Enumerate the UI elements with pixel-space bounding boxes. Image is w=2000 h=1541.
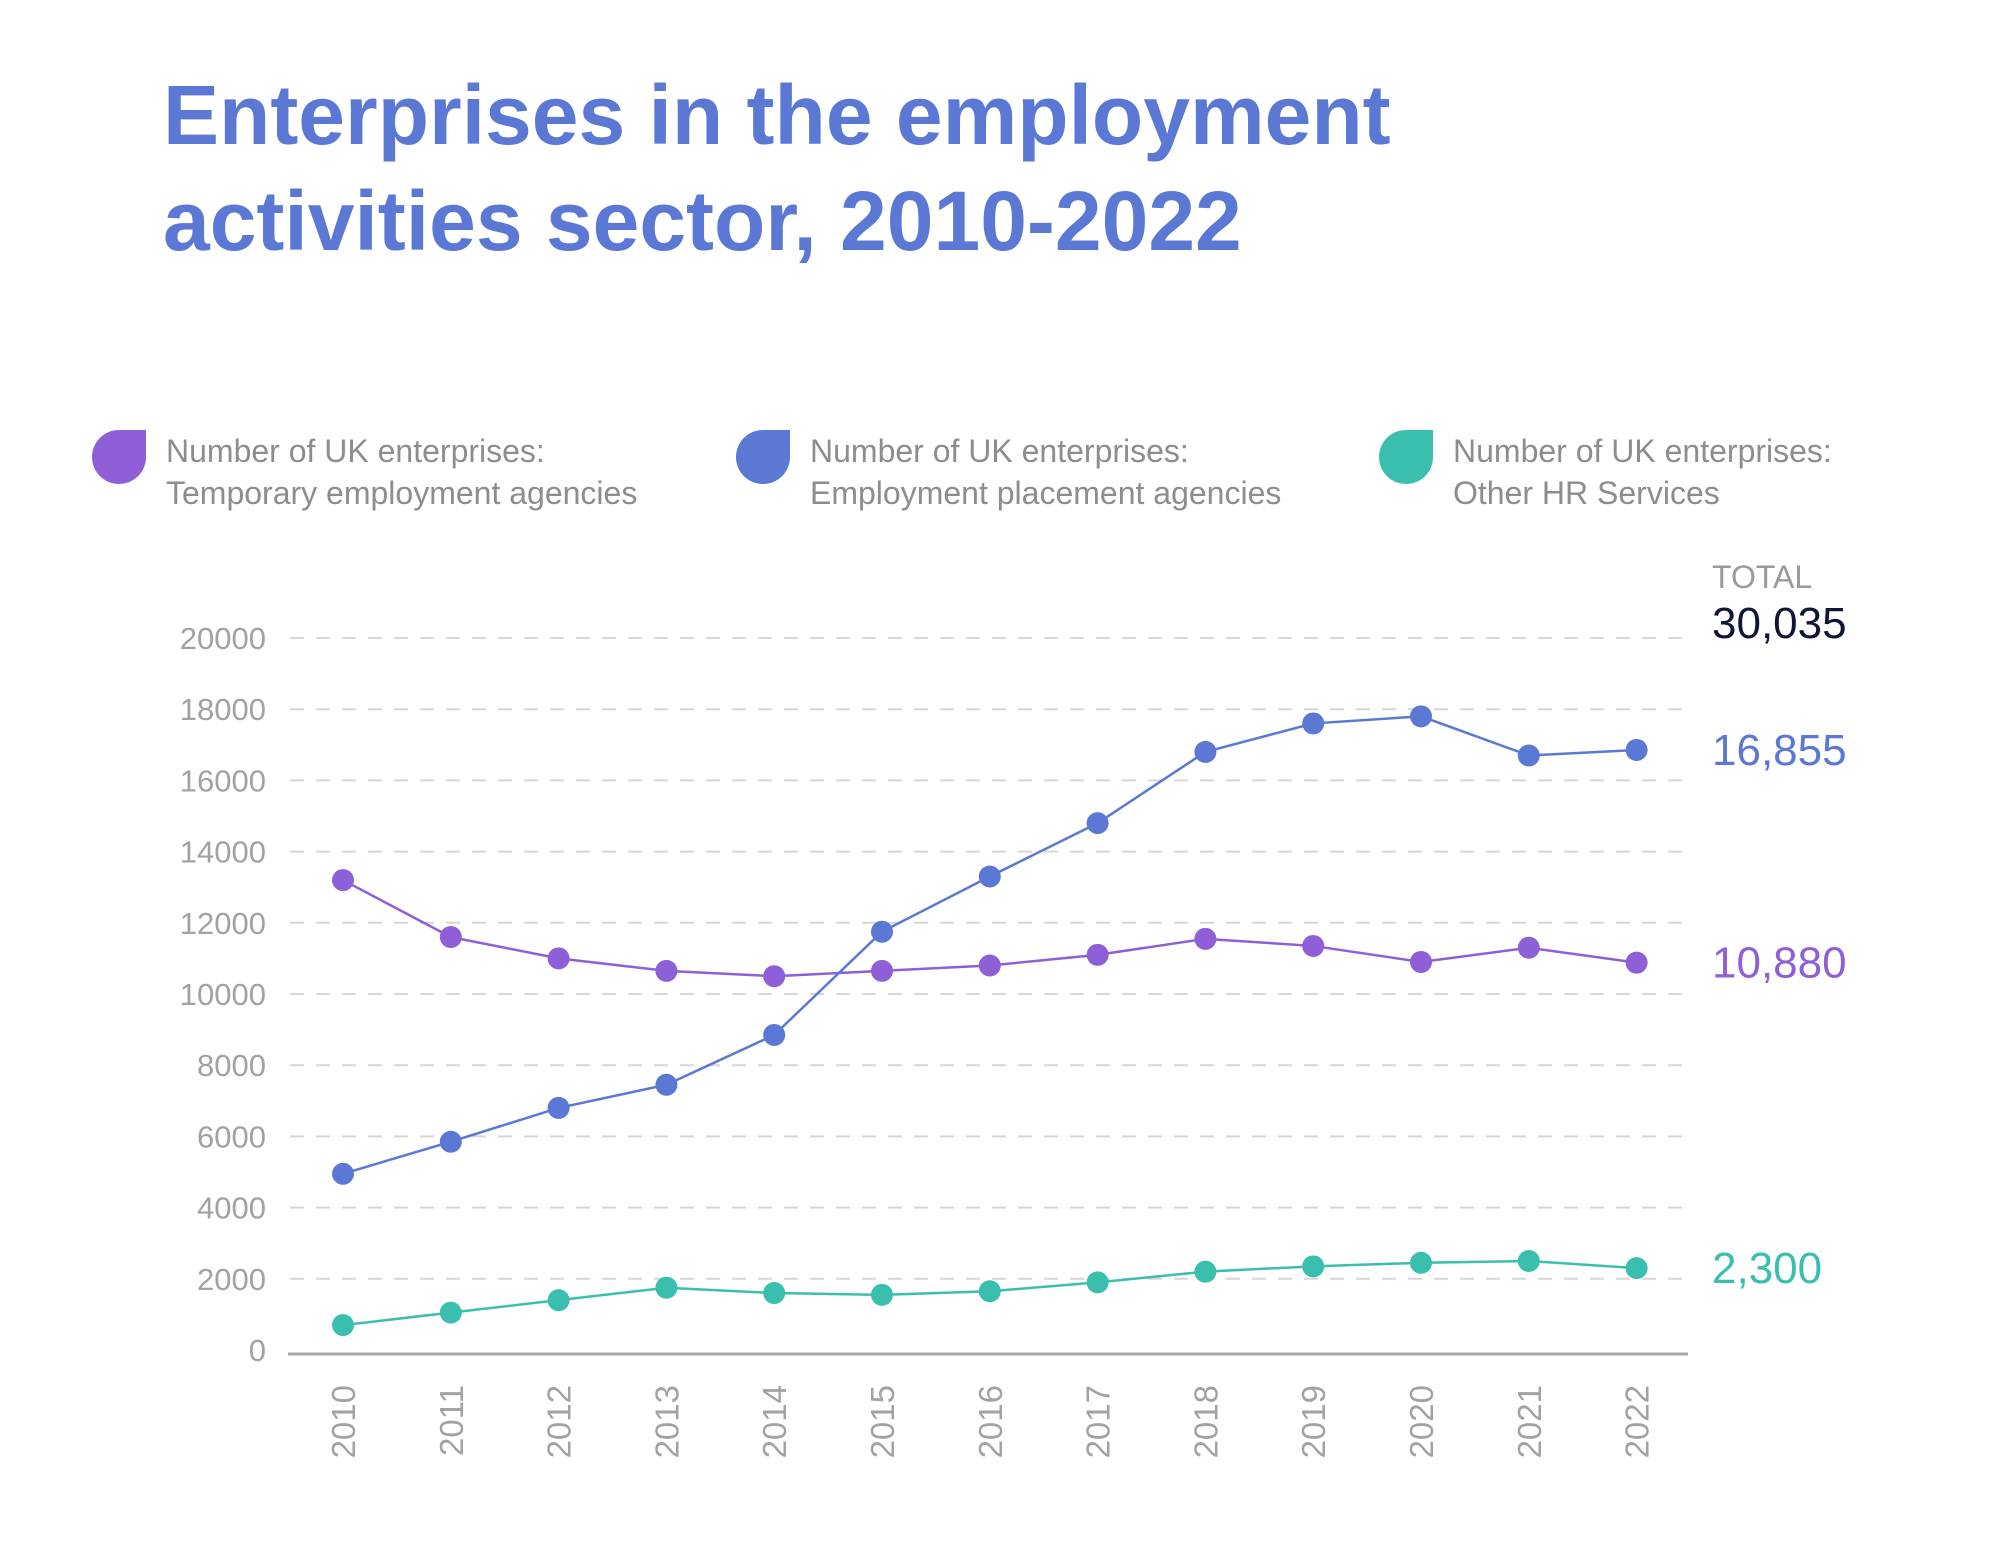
total-caption: TOTAL <box>1712 559 1812 595</box>
legend-marker-placement-agencies <box>736 430 790 484</box>
data-point <box>1410 705 1432 728</box>
data-point <box>1086 943 1109 966</box>
y-tick-label: 8000 <box>197 1048 266 1083</box>
data-point <box>871 1283 893 1306</box>
series-lines <box>332 705 1648 1337</box>
data-point <box>547 947 570 970</box>
data-point <box>332 869 354 892</box>
data-point <box>439 1130 462 1153</box>
data-point <box>655 1276 678 1299</box>
data-point <box>332 1314 354 1337</box>
x-tick-label: 2017 <box>1080 1385 1117 1458</box>
legend-label-line-2: Temporary employment agencies <box>166 475 638 511</box>
y-tick-label: 0 <box>249 1333 266 1368</box>
data-point <box>1302 934 1325 957</box>
data-point <box>547 1096 570 1119</box>
series-end-label: 10,880 <box>1712 939 1847 988</box>
data-point <box>978 1280 1001 1303</box>
x-tick-label: 2016 <box>972 1385 1009 1458</box>
y-tick-label: 10000 <box>180 977 266 1012</box>
data-point <box>763 965 786 988</box>
data-point <box>1410 1251 1432 1274</box>
x-tick-label: 2022 <box>1619 1385 1656 1458</box>
x-tick-label: 2010 <box>325 1385 362 1458</box>
chart-title-line-2: activities sector, 2010-2022 <box>163 174 1242 268</box>
data-point <box>1517 1250 1540 1272</box>
data-point <box>1194 1260 1217 1283</box>
data-point <box>1194 740 1217 763</box>
x-tick-label: 2019 <box>1295 1385 1332 1458</box>
data-point <box>1517 936 1540 959</box>
legend-label-line-1: Number of UK enterprises: <box>810 433 1189 469</box>
y-tick-label: 14000 <box>180 835 266 870</box>
legend-item-other-hr: Number of UK enterprises: Other HR Servi… <box>1379 430 1832 514</box>
series-line <box>342 715 1637 1175</box>
data-point <box>1625 738 1648 761</box>
data-point <box>332 1162 354 1185</box>
legend-item-temporary-agencies: Number of UK enterprises: Temporary empl… <box>92 430 637 514</box>
legend-marker-other-hr <box>1379 430 1433 484</box>
y-tick-label: 6000 <box>197 1119 266 1154</box>
legend-label-line-2: Other HR Services <box>1453 475 1720 511</box>
data-point <box>871 959 893 982</box>
series-end-label: 2,300 <box>1712 1244 1822 1293</box>
y-axis-tick-labels: 0 2000 4000 6000 8000 10000 12000 14000 16000 180… <box>180 621 266 1368</box>
legend-label-line-2: Employment placement agencies <box>810 475 1282 511</box>
x-tick-label: 2011 <box>433 1385 470 1456</box>
data-point <box>439 1301 462 1324</box>
x-tick-label: 2012 <box>541 1385 578 1458</box>
legend-item-placement-agencies: Number of UK enterprises: Employment pla… <box>736 430 1281 514</box>
series-end-label: 16,855 <box>1712 726 1847 775</box>
data-point <box>1410 950 1432 973</box>
data-point <box>1625 951 1648 974</box>
data-point <box>1302 712 1325 735</box>
series-end-labels: 10,880 16,855 2,300 <box>1712 726 1847 1293</box>
y-tick-label: 4000 <box>197 1191 266 1226</box>
data-point <box>1517 744 1540 767</box>
y-tick-label: 16000 <box>180 763 266 798</box>
chart-title-line-1: Enterprises in the employment <box>163 68 1391 162</box>
data-point <box>439 926 462 949</box>
y-tick-label: 20000 <box>180 621 266 656</box>
data-point <box>1086 812 1109 835</box>
series-2 <box>332 1250 1648 1337</box>
data-point <box>763 1282 786 1305</box>
chart-legend: Number of UK enterprises: Temporary empl… <box>0 430 2000 530</box>
data-point <box>1302 1255 1325 1278</box>
data-point <box>1625 1257 1648 1280</box>
y-tick-label: 2000 <box>197 1262 266 1297</box>
data-point <box>763 1023 786 1046</box>
total-value: 30,035 <box>1712 599 1847 648</box>
chart-title: Enterprises in the employment activities… <box>163 62 1663 274</box>
data-point <box>871 920 893 943</box>
x-tick-label: 2018 <box>1187 1385 1224 1458</box>
data-point <box>978 865 1001 888</box>
data-point <box>1194 927 1217 950</box>
legend-label-line-1: Number of UK enterprises: <box>1453 433 1832 469</box>
y-tick-label: 18000 <box>180 692 266 727</box>
series-1 <box>332 705 1648 1185</box>
x-tick-label: 2021 <box>1511 1385 1548 1458</box>
data-point <box>547 1289 570 1312</box>
x-tick-label: 2020 <box>1403 1385 1440 1458</box>
data-point <box>655 1073 678 1096</box>
series-0 <box>332 869 1648 988</box>
x-axis-tick-labels: 2010 2011 2012 2013 2014 2015 2016 2017 2018 2019… <box>325 1385 1656 1458</box>
data-point <box>1086 1271 1109 1294</box>
x-tick-label: 2013 <box>648 1385 685 1458</box>
data-point <box>978 954 1001 977</box>
legend-label-line-1: Number of UK enterprises: <box>166 433 545 469</box>
data-point <box>655 959 678 982</box>
x-tick-label: 2014 <box>756 1385 793 1458</box>
y-tick-label: 12000 <box>180 906 266 941</box>
x-tick-label: 2015 <box>864 1385 901 1458</box>
legend-marker-temporary-agencies <box>92 430 146 484</box>
